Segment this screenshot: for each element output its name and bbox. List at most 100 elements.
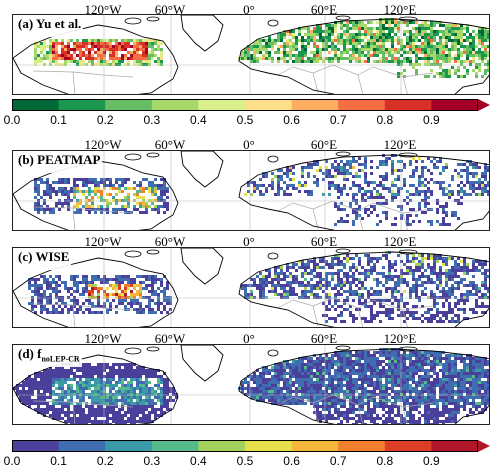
data-cell [97,54,100,57]
data-cell [262,287,265,290]
data-cell [112,51,115,54]
data-cell [424,166,427,169]
data-cell [433,157,436,160]
data-cell [253,51,256,54]
data-cell [61,45,64,48]
data-cell [349,48,352,51]
data-cell [415,351,418,354]
data-cell [406,223,409,226]
data-cell [448,72,451,75]
data-cell [31,378,34,381]
data-cell [145,211,148,214]
data-cell [379,390,382,393]
data-cell [271,396,274,399]
data-cell [286,39,289,42]
data-cell [115,202,118,205]
data-cell [322,45,325,48]
panel-title-peatmap: (b) PEATMAP [16,153,103,173]
data-cell [385,27,388,30]
data-cell [301,384,304,387]
data-cell [55,393,58,396]
data-cell [256,184,259,187]
data-cell [70,399,73,402]
data-cell [79,384,82,387]
data-cell [61,57,64,60]
data-cell [361,39,364,42]
data-cell [379,399,382,402]
data-cell [355,308,358,311]
data-cell [58,199,61,202]
data-cell [418,184,421,187]
data-cell [307,381,310,384]
coastline-eurasia [238,251,489,327]
data-cell [166,378,169,381]
data-cell [121,208,124,211]
data-cell [343,320,346,323]
data-cell [346,387,349,390]
data-cell [343,363,346,366]
data-cell [337,363,340,366]
data-cell [283,275,286,278]
data-cell [286,172,289,175]
data-cell [472,387,475,390]
data-cell [364,160,367,163]
data-cell [349,381,352,384]
data-cell [157,299,160,302]
data-cell [334,51,337,54]
data-cell [394,193,397,196]
data-cell [400,311,403,314]
data-cell [34,202,37,205]
data-cell [133,390,136,393]
data-cell [148,311,151,314]
data-cell [340,387,343,390]
data-cell [391,39,394,42]
data-cell [337,360,340,363]
data-cell [442,372,445,375]
data-cell [346,257,349,260]
data-cell [406,39,409,42]
data-cell [409,208,412,211]
data-cell [322,42,325,45]
data-cell [37,60,40,63]
data-cell [472,60,475,63]
data-cell [481,181,484,184]
data-cell [40,302,43,305]
data-cell [469,308,472,311]
data-cell [256,45,259,48]
data-cell [121,54,124,57]
data-cell [115,278,118,281]
data-cell [427,263,430,266]
data-cell [427,311,430,314]
data-cell [97,302,100,305]
data-cell [349,257,352,260]
data-cell [298,381,301,384]
data-cell [370,42,373,45]
data-cell [439,320,442,323]
data-cell [292,275,295,278]
data-cell [52,190,55,193]
data-cell [289,384,292,387]
data-cell [391,263,394,266]
data-cell [457,369,460,372]
data-cell [355,214,358,217]
data-cell [436,320,439,323]
data-cell [145,45,148,48]
data-cell [337,205,340,208]
data-cell [481,172,484,175]
data-cell [160,178,163,181]
data-cell [487,63,489,66]
data-cell [151,308,154,311]
data-cell [85,393,88,396]
data-cell [424,390,427,393]
data-cell [133,378,136,381]
data-cell [370,308,373,311]
data-cell [415,284,418,287]
data-cell [388,378,391,381]
data-cell [292,178,295,181]
data-cell [142,205,145,208]
data-cell [337,184,340,187]
data-cell [76,375,79,378]
data-cell [424,36,427,39]
data-cell [73,305,76,308]
data-cell [439,396,442,399]
